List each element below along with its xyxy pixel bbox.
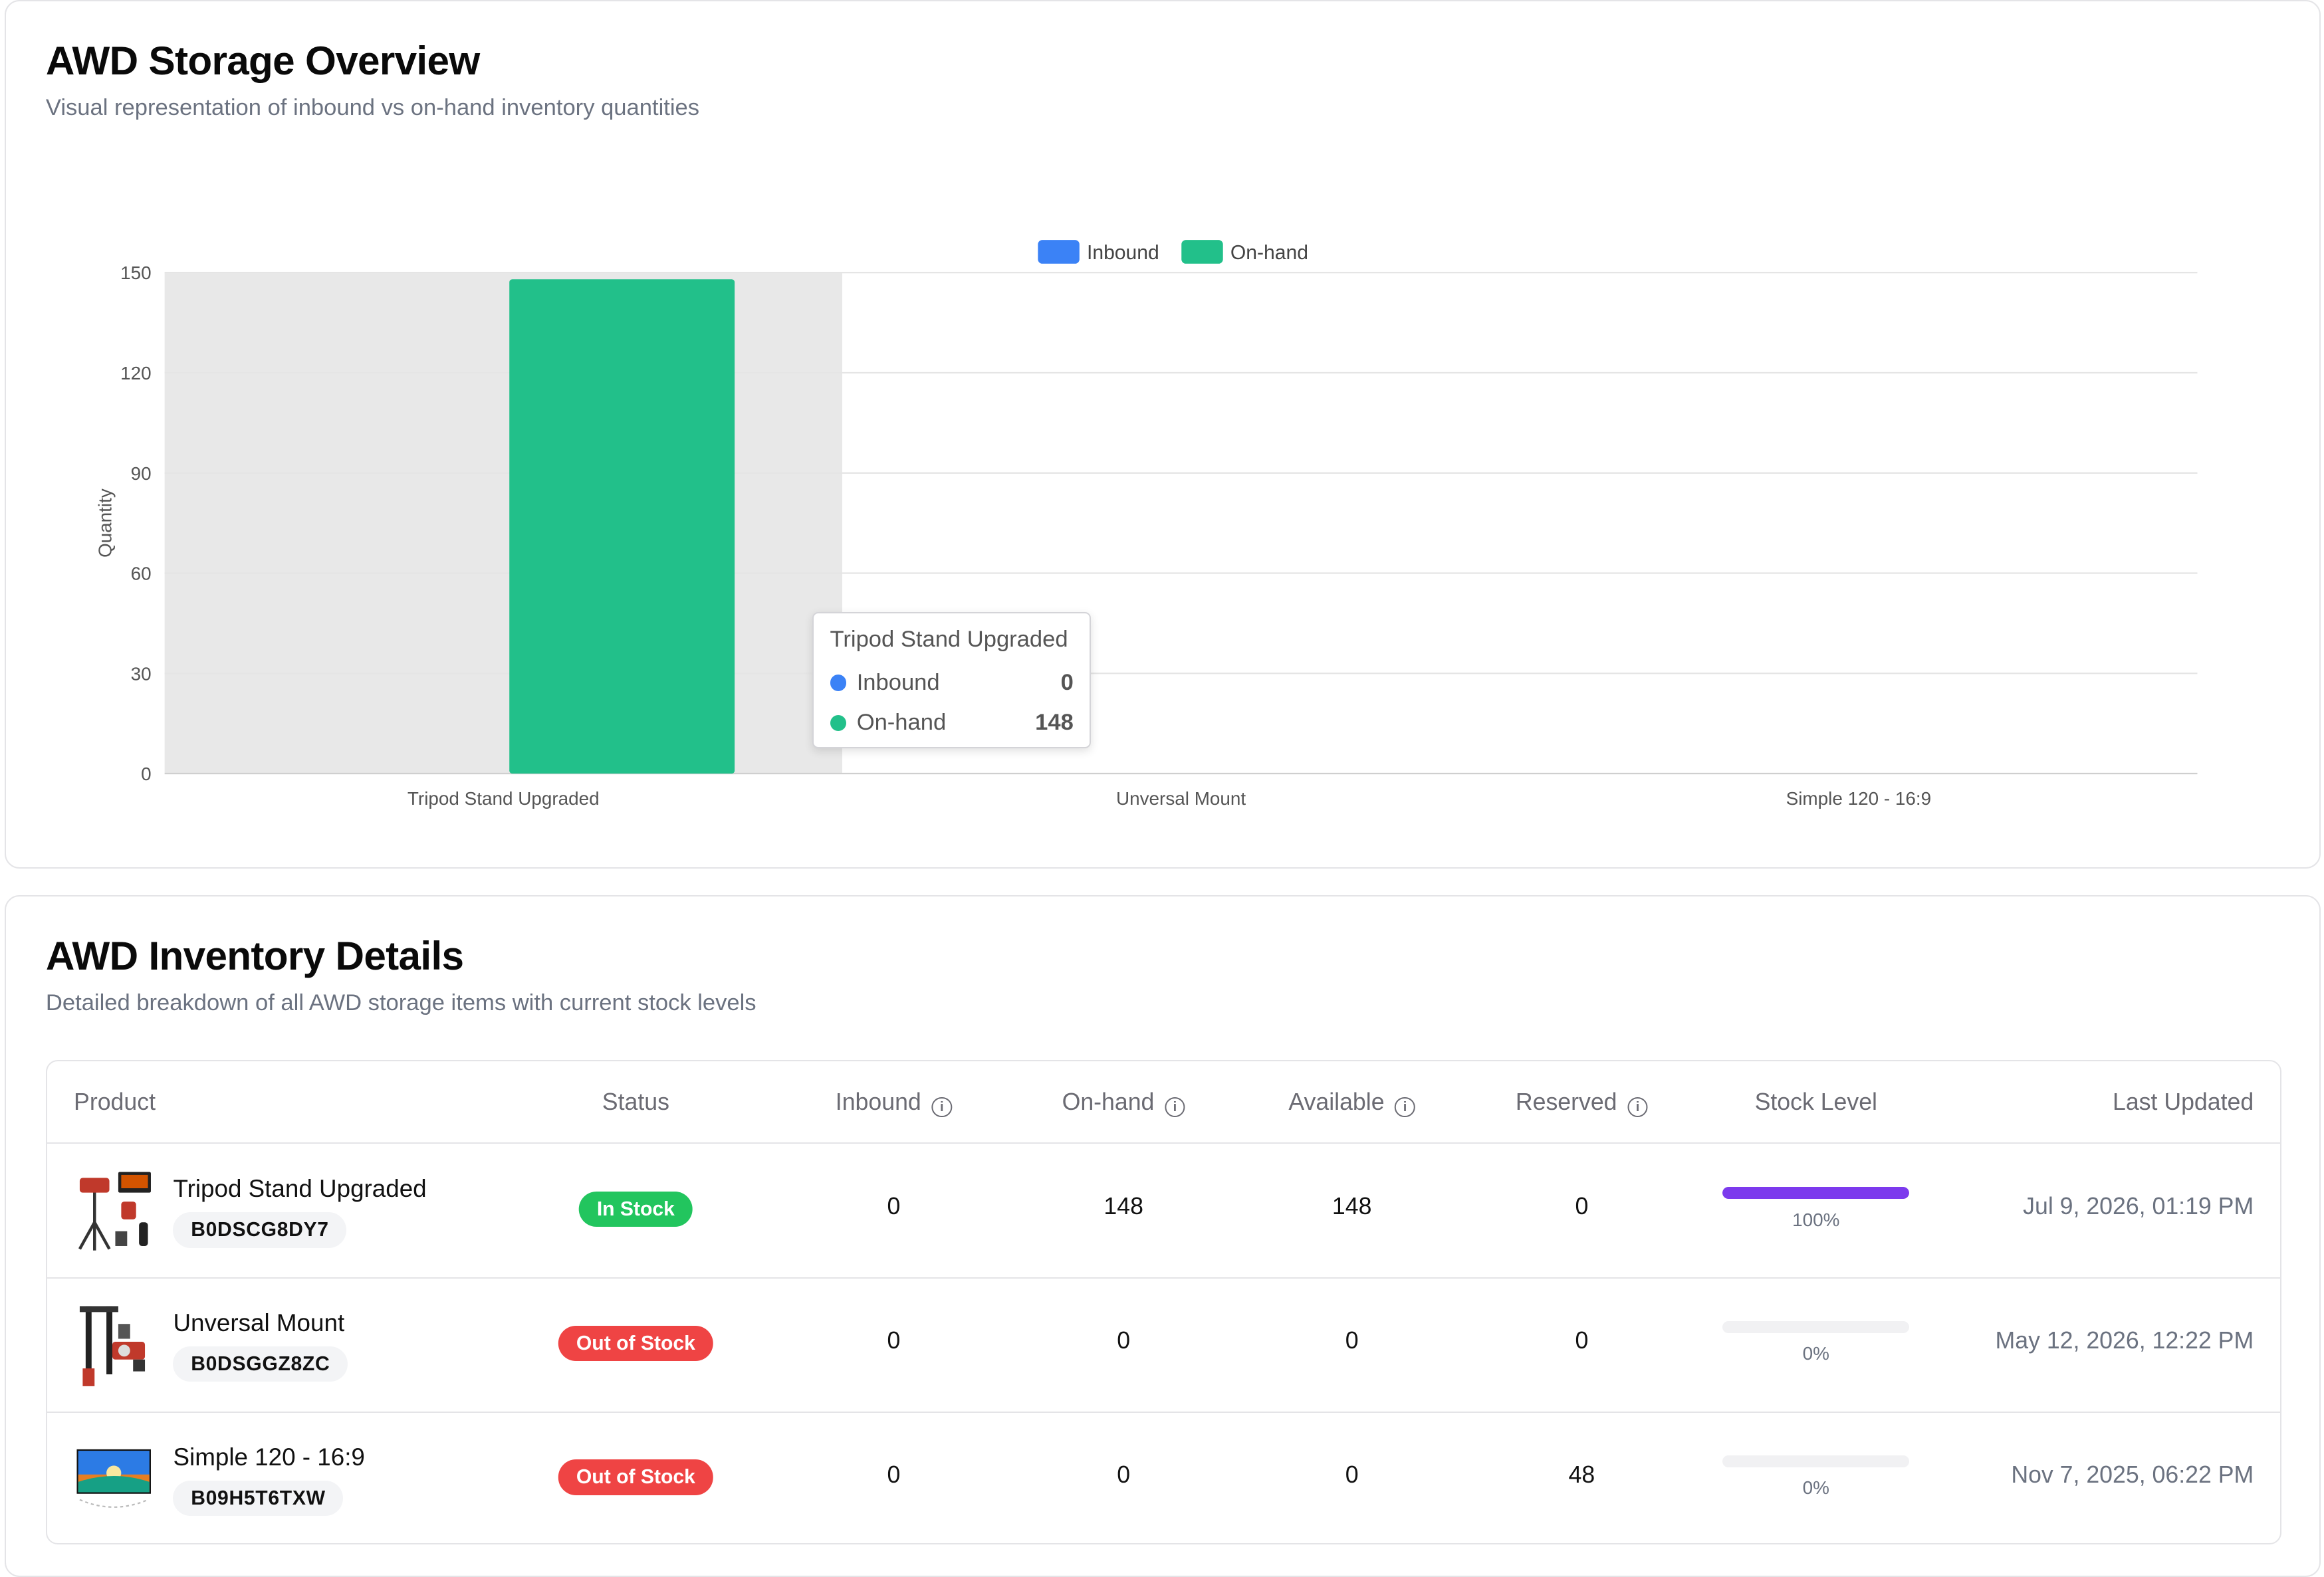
stock-level-percent: 0% <box>1802 1477 1829 1499</box>
status-badge: Out of Stock <box>558 1325 713 1362</box>
column-header-inbound[interactable]: Inbound i <box>835 1061 953 1143</box>
column-header-onhand[interactable]: On-hand i <box>1062 1061 1185 1143</box>
info-icon[interactable]: i <box>1165 1097 1185 1118</box>
column-header-label: Reserved <box>1515 1088 1617 1115</box>
last-updated-value: Nov 7, 2025, 06:22 PM <box>2011 1461 2254 1488</box>
tooltip-row-value: 148 <box>1035 710 1074 736</box>
hover-highlight <box>164 272 842 774</box>
inbound-value: 0 <box>887 1461 901 1488</box>
available-value: 148 <box>1332 1192 1372 1219</box>
x-tick-label: Tripod Stand Upgraded <box>407 788 600 809</box>
reserved-value: 0 <box>1575 1192 1589 1219</box>
stock-level-percent: 0% <box>1802 1343 1829 1364</box>
y-tick-label: 150 <box>120 263 152 283</box>
product-thumbnail <box>74 1437 154 1521</box>
storage-overview-card: AWD Storage Overview Visual representati… <box>4 0 2321 869</box>
onhand-value: 0 <box>1117 1326 1131 1354</box>
product-thumbnail <box>74 1303 154 1387</box>
asin-badge: B0DSCG8DY7 <box>173 1211 347 1248</box>
column-header-label: On-hand <box>1062 1088 1155 1115</box>
table-row[interactable]: Simple 120 - 16:9 B09H5T6TXW Out of Stoc… <box>47 1412 2280 1543</box>
product-name[interactable]: Simple 120 - 16:9 <box>173 1443 365 1471</box>
table-row[interactable]: Tripod Stand Upgraded B0DSCG8DY7 In Stoc… <box>47 1144 2281 1279</box>
y-axis-label: Quantity <box>94 488 115 558</box>
y-tick-label: 0 <box>141 764 152 784</box>
status-badge: In Stock <box>579 1191 693 1227</box>
inventory-details-card: AWD Inventory Details Detailed breakdown… <box>4 895 2321 1577</box>
stock-level-bar <box>1722 1455 1910 1467</box>
overview-title: AWD Storage Overview <box>45 37 480 83</box>
inventory-table: Product Status Inbound i On-hand i Availab… <box>45 1059 2282 1544</box>
legend-label[interactable]: Inbound <box>1087 242 1159 264</box>
tooltip-title: Tripod Stand Upgraded <box>830 626 1068 652</box>
inbound-value: 0 <box>887 1192 901 1219</box>
y-tick-label: 60 <box>130 564 151 584</box>
y-tick-label: 30 <box>130 663 151 684</box>
tooltip-row-label: Inbound <box>856 670 940 696</box>
overview-subtitle: Visual representation of inbound vs on-h… <box>45 94 700 120</box>
bar-on-hand[interactable] <box>509 279 735 774</box>
inbound-dot-icon <box>830 675 847 691</box>
column-header-reserved[interactable]: Reserved i <box>1516 1061 1648 1143</box>
info-icon[interactable]: i <box>1395 1097 1415 1118</box>
last-updated-value: Jul 9, 2026, 01:19 PM <box>2023 1192 2254 1219</box>
inventory-bar-chart[interactable]: 0 30 60 90 120 150 Tripod Stand Upgraded Unvers… <box>6 1 2319 867</box>
chart-tooltip: Tripod Stand Upgraded Inbound 0 On-hand … <box>812 611 1092 749</box>
column-header-label: Inbound <box>835 1088 921 1115</box>
legend-label[interactable]: On-hand <box>1230 242 1308 264</box>
column-header-stock-level[interactable]: Stock Level <box>1754 1088 1877 1115</box>
inbound-value: 0 <box>887 1326 901 1354</box>
tooltip-row-label: On-hand <box>856 710 947 736</box>
onhand-dot-icon <box>830 714 847 732</box>
column-header-status[interactable]: Status <box>602 1088 669 1115</box>
tooltip-row-value: 0 <box>1060 670 1074 696</box>
stock-level-bar <box>1722 1320 1910 1333</box>
product-name[interactable]: Unversal Mount <box>173 1309 345 1337</box>
y-tick-label: 120 <box>120 363 152 383</box>
table-header: Product Status Inbound i On-hand i Availab… <box>47 1061 2281 1144</box>
onhand-value: 0 <box>1117 1461 1131 1488</box>
tooltip-row-inbound: Inbound 0 <box>830 663 1074 703</box>
asin-badge: B09H5T6TXW <box>173 1480 344 1517</box>
product-name[interactable]: Tripod Stand Upgraded <box>173 1175 427 1203</box>
status-badge: Out of Stock <box>558 1459 713 1495</box>
last-updated-value: May 12, 2026, 12:22 PM <box>1995 1326 2254 1354</box>
x-tick-label: Unversal Mount <box>1116 788 1246 809</box>
y-tick-label: 90 <box>130 463 151 484</box>
legend-swatch[interactable] <box>1181 240 1223 264</box>
available-value: 0 <box>1345 1326 1359 1354</box>
details-subtitle: Detailed breakdown of all AWD storage it… <box>45 990 756 1015</box>
asin-badge: B0DSGGZ8ZC <box>173 1346 348 1382</box>
stock-level-fill <box>1722 1187 1910 1199</box>
column-header-available[interactable]: Available i <box>1288 1061 1415 1143</box>
product-thumbnail <box>74 1169 154 1252</box>
reserved-value: 0 <box>1575 1326 1589 1354</box>
reserved-value: 48 <box>1568 1461 1595 1488</box>
info-icon[interactable]: i <box>931 1097 953 1118</box>
legend-swatch[interactable] <box>1038 240 1080 264</box>
stock-level-percent: 100% <box>1792 1209 1840 1230</box>
tooltip-row-onhand: On-hand 148 <box>830 703 1074 743</box>
column-header-label: Available <box>1288 1088 1385 1115</box>
column-header-product[interactable]: Product <box>74 1088 156 1115</box>
stock-level-bar <box>1722 1187 1910 1199</box>
column-header-last-updated[interactable]: Last Updated <box>2113 1088 2254 1115</box>
details-title: AWD Inventory Details <box>45 932 464 978</box>
x-tick-label: Simple 120 - 16:9 <box>1786 788 1930 809</box>
onhand-value: 148 <box>1104 1192 1143 1219</box>
info-icon[interactable]: i <box>1627 1097 1648 1118</box>
table-row[interactable]: Unversal Mount B0DSGGZ8ZC Out of Stock 0… <box>47 1278 2281 1413</box>
available-value: 0 <box>1345 1461 1359 1488</box>
